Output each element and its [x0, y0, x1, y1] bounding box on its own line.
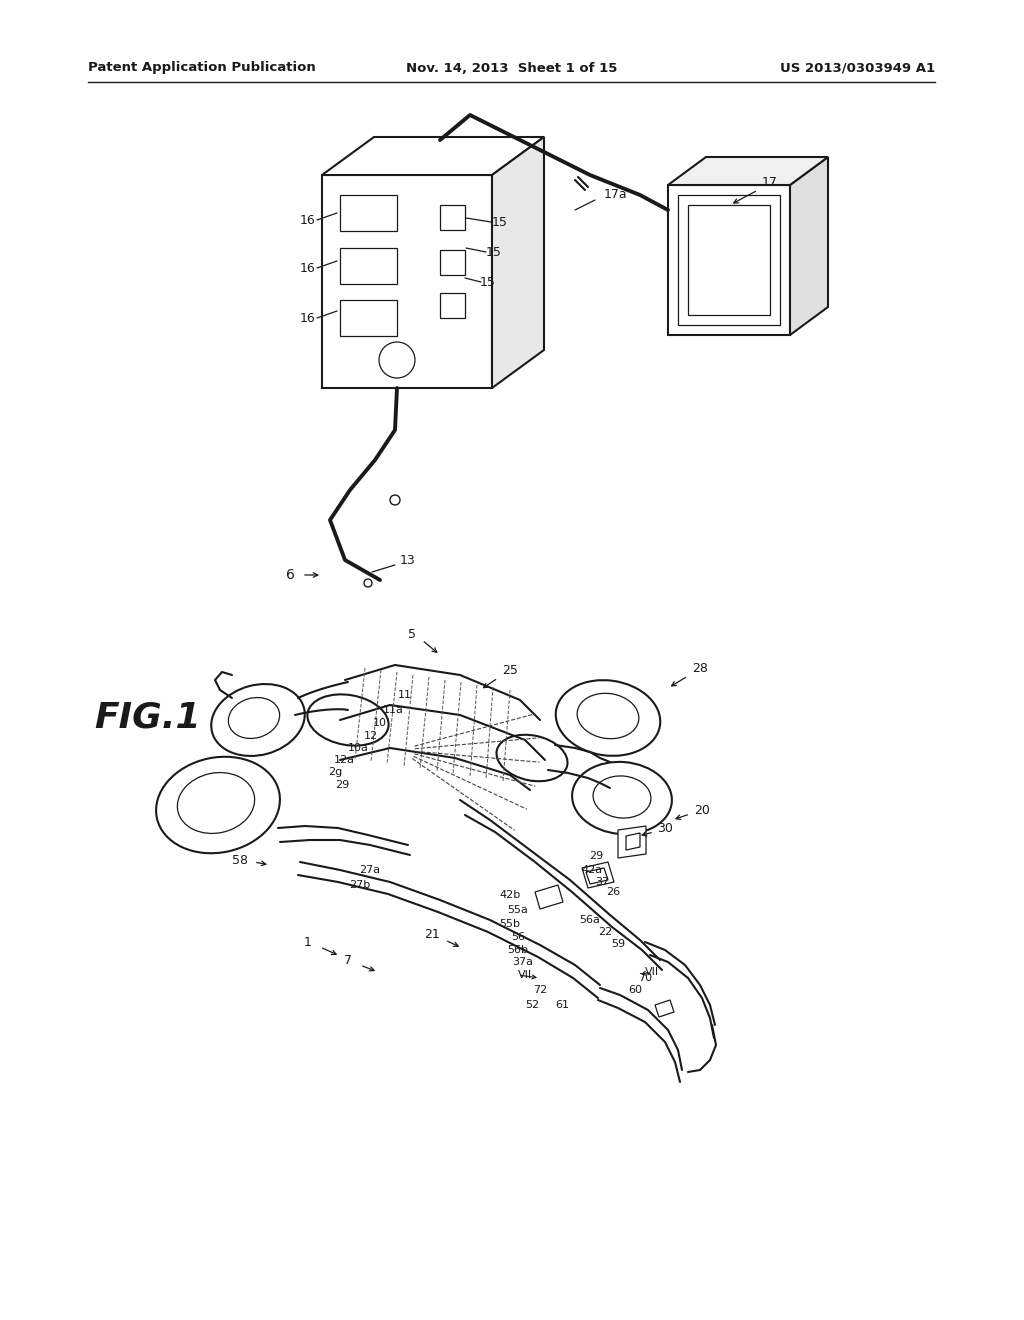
Polygon shape [440, 205, 465, 230]
Text: 59: 59 [611, 939, 625, 949]
Text: 1: 1 [304, 936, 312, 949]
Ellipse shape [497, 735, 567, 781]
Text: 61: 61 [555, 1001, 569, 1010]
Circle shape [379, 342, 415, 378]
Text: 60: 60 [628, 985, 642, 995]
Text: 29: 29 [589, 851, 603, 861]
Text: 21: 21 [424, 928, 440, 941]
Polygon shape [340, 248, 397, 284]
Polygon shape [535, 884, 563, 909]
Text: 42b: 42b [500, 890, 520, 900]
Text: 37: 37 [595, 876, 609, 887]
Ellipse shape [211, 684, 305, 756]
Polygon shape [586, 869, 608, 884]
Text: 37a: 37a [512, 957, 534, 968]
Text: 56a: 56a [580, 915, 600, 925]
Text: 70: 70 [638, 973, 652, 983]
Text: 11a: 11a [383, 705, 403, 715]
Ellipse shape [307, 694, 389, 746]
Text: FIG.1: FIG.1 [94, 701, 202, 735]
Polygon shape [340, 195, 397, 231]
Text: Nov. 14, 2013  Sheet 1 of 15: Nov. 14, 2013 Sheet 1 of 15 [407, 62, 617, 74]
Text: 16: 16 [300, 214, 315, 227]
Ellipse shape [156, 756, 280, 853]
Text: 17a: 17a [603, 189, 627, 202]
Text: 11: 11 [398, 690, 412, 700]
Text: 29: 29 [335, 780, 349, 789]
Polygon shape [440, 249, 465, 275]
Polygon shape [655, 1001, 674, 1016]
Text: 27a: 27a [359, 865, 381, 875]
Ellipse shape [578, 693, 639, 739]
Text: 30: 30 [657, 821, 673, 834]
Text: 15: 15 [486, 246, 502, 259]
Text: 5: 5 [408, 628, 416, 642]
Text: 20: 20 [694, 804, 710, 817]
Polygon shape [440, 293, 465, 318]
Text: 12: 12 [364, 731, 378, 741]
Ellipse shape [228, 697, 280, 738]
Polygon shape [618, 826, 646, 858]
Text: 12a: 12a [334, 755, 354, 766]
Text: 28: 28 [692, 661, 708, 675]
Polygon shape [790, 157, 828, 335]
Ellipse shape [556, 680, 660, 756]
Polygon shape [322, 137, 544, 176]
Text: 52: 52 [525, 1001, 539, 1010]
Text: 55a: 55a [508, 906, 528, 915]
Polygon shape [322, 176, 492, 388]
Text: 58: 58 [232, 854, 248, 866]
Text: Patent Application Publication: Patent Application Publication [88, 62, 315, 74]
Text: 72: 72 [532, 985, 547, 995]
Text: 10a: 10a [347, 743, 369, 752]
Text: 6: 6 [286, 568, 295, 582]
Text: 42a: 42a [582, 865, 602, 875]
Text: 56: 56 [511, 932, 525, 942]
Text: 56b: 56b [508, 945, 528, 954]
Text: 13: 13 [400, 553, 416, 566]
Text: 15: 15 [493, 215, 508, 228]
Text: 22: 22 [598, 927, 612, 937]
Text: 10: 10 [373, 718, 387, 729]
Text: 16: 16 [300, 261, 315, 275]
Text: VII: VII [518, 970, 532, 979]
Text: 55b: 55b [500, 919, 520, 929]
Polygon shape [626, 833, 640, 850]
Text: 26: 26 [606, 887, 621, 898]
Text: 25: 25 [502, 664, 518, 676]
Ellipse shape [572, 762, 672, 834]
Text: 2g: 2g [328, 767, 342, 777]
Polygon shape [668, 185, 790, 335]
Polygon shape [668, 157, 828, 185]
Ellipse shape [593, 776, 651, 818]
Ellipse shape [177, 772, 255, 833]
Text: 16: 16 [300, 312, 315, 325]
Text: 15: 15 [480, 276, 496, 289]
Text: 7: 7 [344, 953, 352, 966]
Text: 17: 17 [762, 176, 778, 189]
Text: VII: VII [645, 968, 659, 977]
Text: 27b: 27b [349, 880, 371, 890]
Polygon shape [340, 300, 397, 337]
Text: US 2013/0303949 A1: US 2013/0303949 A1 [780, 62, 935, 74]
Polygon shape [492, 137, 544, 388]
Polygon shape [582, 862, 614, 888]
